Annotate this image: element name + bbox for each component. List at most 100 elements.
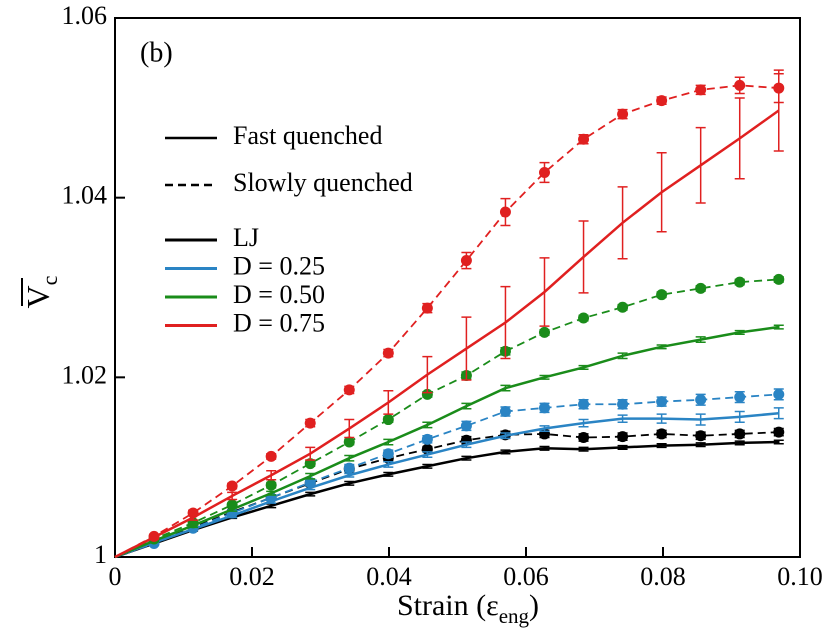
error-bar <box>617 414 628 423</box>
error-bar <box>266 503 277 509</box>
error-bar <box>734 97 745 180</box>
marker <box>265 450 277 462</box>
marker <box>187 507 199 519</box>
error-bar <box>383 471 394 477</box>
error-bar <box>695 413 706 426</box>
marker <box>656 428 668 440</box>
y-tick-label: 1 <box>94 540 107 569</box>
marker <box>617 301 629 313</box>
error-bar <box>344 418 355 439</box>
x-label-main: Strain (ε <box>397 589 499 622</box>
error-bar <box>656 152 667 233</box>
plot-frame <box>114 17 801 558</box>
marker <box>773 426 785 438</box>
marker <box>538 167 550 179</box>
marker <box>499 206 511 218</box>
fast-line <box>114 440 779 559</box>
marker <box>656 289 668 301</box>
error-bar <box>617 186 628 260</box>
error-bar <box>656 413 667 424</box>
x-tick-label: 0.04 <box>366 562 412 591</box>
error-bar <box>539 257 550 327</box>
slow-line <box>114 393 779 558</box>
error-bar <box>500 285 511 360</box>
error-bar <box>656 344 667 350</box>
marker <box>734 428 746 440</box>
error-bar <box>383 390 394 415</box>
marker <box>148 530 160 542</box>
error-bar <box>422 355 433 394</box>
error-bar <box>383 438 394 446</box>
error-bar <box>695 442 706 448</box>
marker <box>656 95 668 107</box>
marker <box>773 273 785 285</box>
marker <box>734 391 746 403</box>
marker <box>734 276 746 288</box>
error-bar <box>734 410 745 423</box>
error-bar <box>305 472 316 480</box>
y-label-main: Vc <box>20 275 62 308</box>
error-bar <box>383 461 394 468</box>
error-bar <box>500 432 511 440</box>
y-tick-label: 1.02 <box>62 360 108 389</box>
error-bar <box>461 441 472 449</box>
error-bar <box>500 384 511 392</box>
x-axis-label: Strain (εeng) <box>397 589 539 628</box>
fast-line <box>114 109 780 559</box>
error-bar <box>461 316 472 381</box>
marker <box>538 326 550 338</box>
marker <box>695 282 707 294</box>
marker <box>421 433 433 445</box>
error-bar <box>695 336 706 344</box>
error-bar <box>344 480 355 486</box>
error-bar <box>227 491 238 501</box>
marker <box>656 396 668 408</box>
error-bar <box>461 402 472 410</box>
legend-label: D = 0.75 <box>233 308 325 337</box>
error-bar <box>539 374 550 380</box>
error-bar <box>305 491 316 497</box>
marker <box>578 133 590 145</box>
error-bar <box>461 455 472 461</box>
annotation: (b) <box>140 37 173 68</box>
error-bar <box>578 418 589 428</box>
marker <box>304 417 316 429</box>
fast-line <box>114 412 779 559</box>
legend-label: D = 0.25 <box>233 251 325 280</box>
marker <box>343 462 355 474</box>
marker <box>343 384 355 396</box>
marker <box>382 347 394 359</box>
marker <box>304 476 316 488</box>
marker <box>578 432 590 444</box>
error-bar <box>578 220 589 294</box>
error-bar <box>422 463 433 469</box>
legend-style-label: Slowly quenched <box>233 168 413 197</box>
slow-line <box>114 84 779 558</box>
error-bar <box>734 440 745 446</box>
error-bar <box>344 454 355 462</box>
error-bar <box>773 439 784 445</box>
error-bar <box>422 421 433 429</box>
marker <box>226 499 238 511</box>
error-bar <box>656 443 667 449</box>
error-bar <box>500 449 511 455</box>
x-tick-label: 0.10 <box>777 562 823 591</box>
error-bar <box>773 407 784 420</box>
error-bar <box>305 446 316 461</box>
error-bar <box>422 451 433 459</box>
x-label-sub: eng <box>499 604 530 628</box>
x-tick-label: 0 <box>109 562 122 591</box>
y-axis-label: Vc <box>20 275 62 308</box>
marker <box>617 398 629 410</box>
error-bar <box>266 490 277 496</box>
error-bar <box>695 126 706 204</box>
marker <box>382 414 394 426</box>
marker <box>343 436 355 448</box>
marker <box>773 82 785 94</box>
x-tick-label: 0.02 <box>229 562 275 591</box>
fast-line <box>114 325 779 559</box>
error-bar <box>773 324 784 330</box>
error-bar <box>578 364 589 370</box>
error-bar <box>266 470 277 481</box>
